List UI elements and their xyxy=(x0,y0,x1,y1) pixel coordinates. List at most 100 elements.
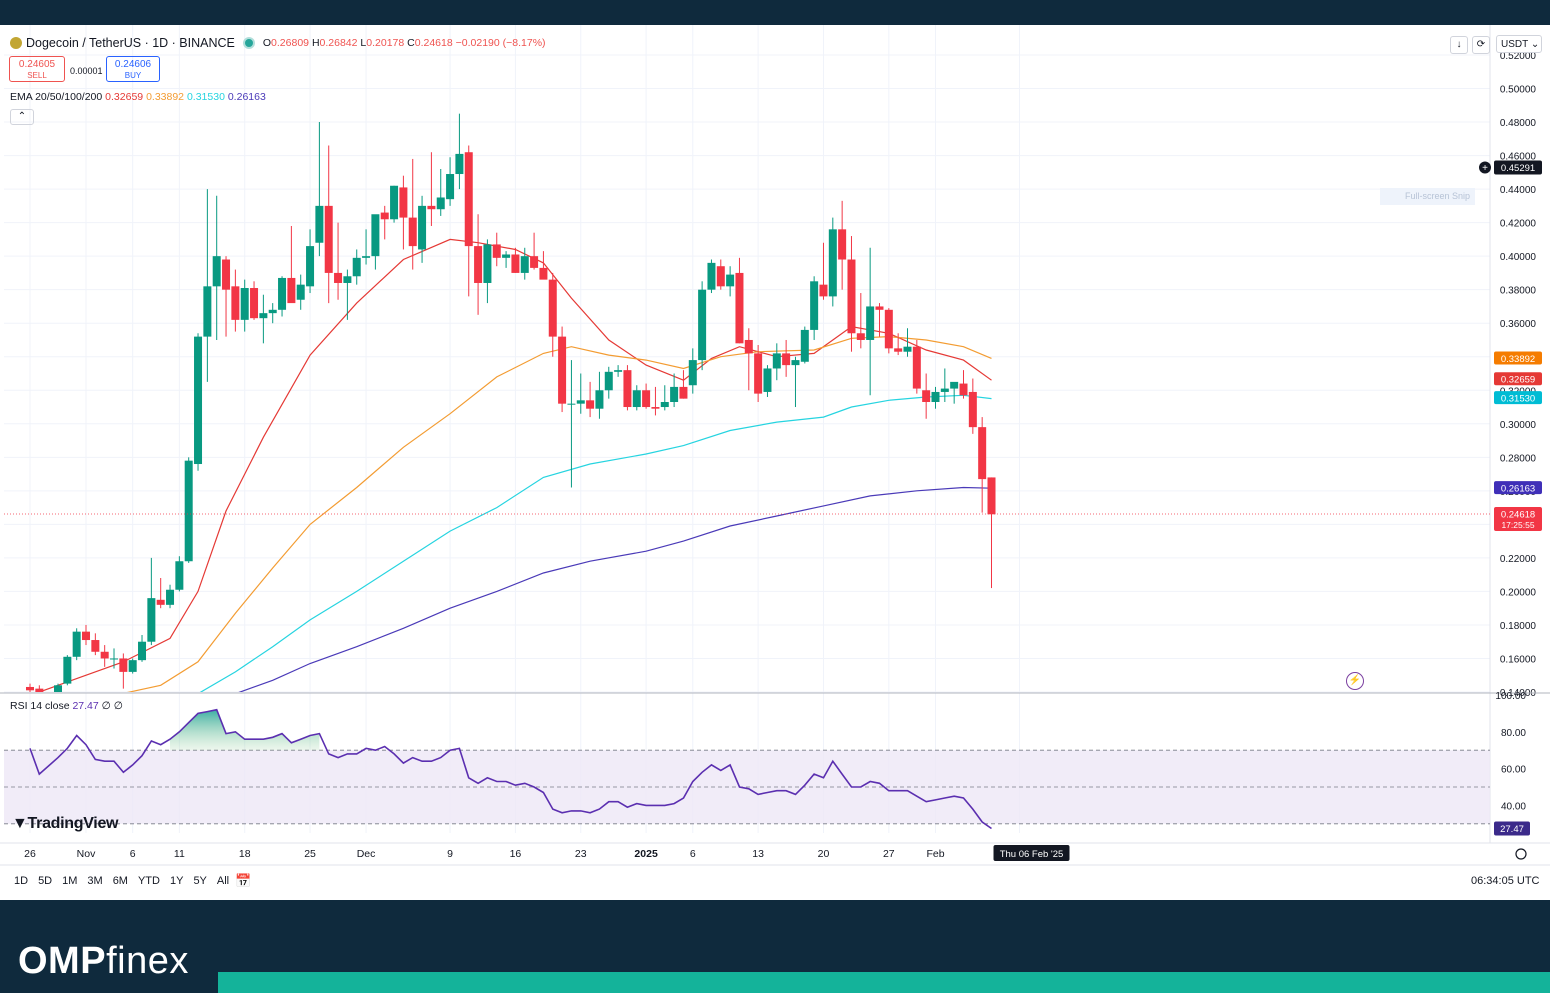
x-tick-label: 6 xyxy=(690,848,696,860)
candle-body xyxy=(446,174,455,200)
candle-body xyxy=(819,284,828,297)
x-tick-label: 23 xyxy=(575,848,587,860)
candle-body xyxy=(408,217,417,247)
timeframe-1y[interactable]: 1Y xyxy=(169,875,184,887)
candle-body xyxy=(418,205,427,250)
ema-100-tag xyxy=(1494,391,1542,405)
last-price-tag xyxy=(1494,507,1542,532)
candle-body xyxy=(352,257,361,277)
y-tick-label: 0.28000 xyxy=(1500,453,1537,464)
candle-body xyxy=(128,660,137,672)
candle-body xyxy=(586,400,595,409)
candle-body xyxy=(343,276,352,283)
candle-body xyxy=(642,390,651,408)
candle-body xyxy=(287,277,296,304)
candle-body xyxy=(35,688,44,692)
price-chart-svg[interactable]: 0.140000.160000.180000.200000.220000.240… xyxy=(0,25,1550,900)
plus-icon: + xyxy=(1482,163,1488,174)
candle-body xyxy=(138,641,147,661)
candle-body xyxy=(576,400,585,404)
gear-icon xyxy=(1515,848,1527,860)
candle-body xyxy=(670,386,679,402)
lightning-icon[interactable]: ⚡ xyxy=(1346,672,1364,690)
y-tick-label: 0.30000 xyxy=(1500,420,1537,431)
candle-body xyxy=(623,370,632,408)
candle-body xyxy=(72,631,81,657)
ema-lines xyxy=(37,238,992,692)
candle-body xyxy=(903,346,912,352)
candle-body xyxy=(54,685,63,692)
chevron-up-icon: ⌃ xyxy=(17,111,27,122)
candle-body xyxy=(558,336,567,404)
top-bar xyxy=(0,0,1550,25)
candle-body xyxy=(483,244,492,283)
timeframe-5d[interactable]: 5D xyxy=(38,875,53,887)
ema-200-tag xyxy=(1494,481,1542,495)
y-tick-label: 0.18000 xyxy=(1500,621,1537,632)
candle-body xyxy=(334,272,343,283)
ema-20-label: 0.32659 xyxy=(1501,375,1535,386)
candle-body xyxy=(511,254,520,273)
last-price-label: 0.24618 xyxy=(1501,510,1535,521)
timeframe-ytd[interactable]: YTD xyxy=(137,875,160,887)
candle-body xyxy=(110,658,119,660)
symbol-title[interactable]: Dogecoin / TetherUS · 1D · BINANCE xyxy=(26,36,235,50)
candle-body xyxy=(912,346,921,389)
candle-body xyxy=(679,386,688,399)
candle-body xyxy=(26,686,34,691)
rsi-legend[interactable]: RSI 14 close 27.47 ∅ ∅ xyxy=(10,700,123,712)
candle-body xyxy=(240,288,249,320)
timeframe-1d[interactable]: 1D xyxy=(14,875,29,887)
sell-button[interactable]: 0.24605 SELL xyxy=(9,56,65,82)
rsi-value-label: 27.47 xyxy=(1500,824,1524,835)
y-tick-label: 0.48000 xyxy=(1500,118,1537,129)
y-tick-label: 0.22000 xyxy=(1500,554,1537,565)
candle-body xyxy=(315,205,324,243)
candle-body xyxy=(324,205,333,273)
ema-legend[interactable]: EMA 20/50/100/200 0.32659 0.33892 0.3153… xyxy=(10,91,266,103)
refresh-icon[interactable]: ⟳ xyxy=(1472,36,1490,54)
candle-body xyxy=(390,185,399,220)
candle-body xyxy=(978,427,987,480)
currency-select[interactable]: USDT ⌄ xyxy=(1496,35,1542,53)
y-tick-label: 0.52000 xyxy=(1500,51,1537,62)
timeframe-5y[interactable]: 5Y xyxy=(193,875,207,887)
x-tick-label: Nov xyxy=(77,848,96,860)
timeframe-1m[interactable]: 1M xyxy=(62,875,78,887)
candle-body xyxy=(698,289,707,361)
y-tick-label: 0.42000 xyxy=(1500,219,1537,230)
download-icon[interactable]: ↓ xyxy=(1450,36,1468,54)
candle-body xyxy=(371,214,380,257)
candle-body xyxy=(782,353,791,366)
timeframe-all[interactable]: All xyxy=(216,875,230,887)
collapse-legend-button[interactable]: ⌃ xyxy=(10,109,34,125)
candle-body xyxy=(772,353,781,369)
candle-body xyxy=(716,266,725,287)
rsi-y-tick-label: 100.00 xyxy=(1495,691,1526,702)
timeframe-6m[interactable]: 6M xyxy=(112,875,128,887)
candle-body xyxy=(175,561,184,590)
chart-area[interactable]: 0.140000.160000.180000.200000.220000.240… xyxy=(0,25,1550,900)
footer-stripe xyxy=(218,972,1550,993)
x-tick-label: Dec xyxy=(357,848,376,860)
ema-50-value: 0.33892 xyxy=(146,91,185,103)
x-tick-label: 18 xyxy=(239,848,251,860)
rsi-y-tick-label: 40.00 xyxy=(1501,801,1526,812)
clock-readout[interactable]: 06:34:05 UTC xyxy=(1471,875,1540,887)
timeframe-3m[interactable]: 3M xyxy=(87,875,103,887)
y-tick-label: 0.38000 xyxy=(1500,286,1537,297)
candle-body xyxy=(63,656,72,684)
candle-body xyxy=(744,339,753,354)
candle-body xyxy=(492,244,501,258)
ema-100-label: 0.31530 xyxy=(1501,394,1535,405)
candle-body xyxy=(884,309,893,349)
buy-button[interactable]: 0.24606 BUY xyxy=(106,56,160,82)
candle-body xyxy=(726,274,735,287)
x-tick-label: 13 xyxy=(752,848,764,860)
candle-body xyxy=(595,390,604,409)
spread-value: 0.00001 xyxy=(70,66,103,76)
ompfinex-logo: OMPfinex xyxy=(18,940,189,982)
candle-body xyxy=(203,286,212,337)
ema-20-value: 0.32659 xyxy=(105,91,144,103)
date-range-icon[interactable]: 📅 xyxy=(235,873,252,888)
